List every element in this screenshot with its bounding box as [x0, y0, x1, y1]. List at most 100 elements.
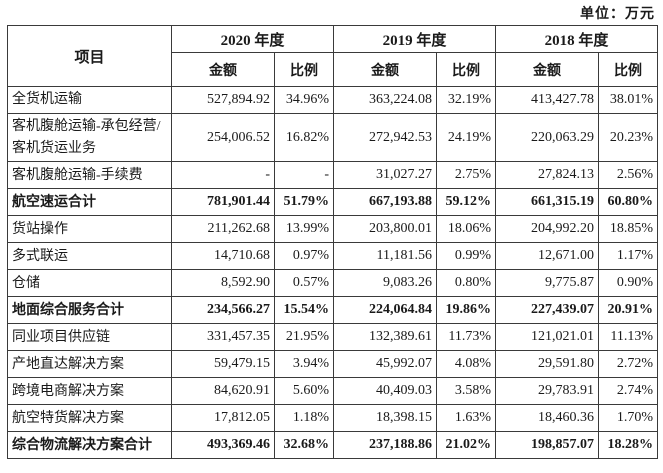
header-ratio-2020: 比例 [273, 52, 335, 87]
amount-2019: 31,027.27 [333, 161, 438, 190]
ratio-2019: 1.63% [436, 404, 497, 433]
revenue-breakdown-table: 项目 2020 年度 2019 年度 2018 年度 金额 比例 金额 比例 金… [7, 25, 659, 460]
ratio-2019: 3.58% [436, 377, 497, 406]
amount-2020: 59,479.15 [171, 350, 275, 379]
table-row-subtotal: 航空速运合计 781,901.44 51.79% 667,193.88 59.1… [7, 188, 659, 217]
amount-2018: 198,857.07 [495, 431, 600, 460]
header-amount-2019: 金额 [333, 52, 438, 87]
amount-2019: 363,224.08 [333, 86, 438, 114]
table-row: 客机腹舱运输-手续费 - - 31,027.27 2.75% 27,824.13… [7, 161, 659, 190]
ratio-2018: 2.72% [598, 350, 659, 379]
ratio-2020: 3.94% [273, 350, 335, 379]
ratio-2018: 0.90% [598, 269, 659, 298]
amount-2019: 45,992.07 [333, 350, 438, 379]
amount-2018: 29,591.80 [495, 350, 600, 379]
amount-2019: 132,389.61 [333, 323, 438, 352]
table-row: 仓储 8,592.90 0.57% 9,083.26 0.80% 9,775.8… [7, 269, 659, 298]
ratio-2019: 24.19% [436, 112, 497, 163]
amount-2019: 272,942.53 [333, 112, 438, 163]
amount-2019: 11,181.56 [333, 242, 438, 271]
amount-2020: 14,710.68 [171, 242, 275, 271]
ratio-2018: 38.01% [598, 86, 659, 114]
row-label: 客机腹舱运输-承包经营/客机货运业务 [7, 112, 172, 163]
amount-2020: 84,620.91 [171, 377, 275, 406]
amount-2020: 234,566.27 [171, 296, 275, 325]
header-row-subcols: 金额 比例 金额 比例 金额 比例 [8, 52, 659, 87]
header-amount-2018: 金额 [495, 52, 600, 87]
amount-2019: 18,398.15 [333, 404, 438, 433]
table-row-grand-total: 综合物流解决方案合计 493,369.46 32.68% 237,188.86 … [7, 431, 659, 460]
amount-2018: 121,021.01 [495, 323, 600, 352]
table-row: 多式联运 14,710.68 0.97% 11,181.56 0.99% 12,… [7, 242, 659, 271]
row-label: 产地直达解决方案 [7, 350, 172, 379]
ratio-2018: 20.23% [598, 112, 659, 163]
row-label: 多式联运 [7, 242, 172, 271]
header-amount-2020: 金额 [171, 52, 275, 87]
table-row-subtotal: 地面综合服务合计 234,566.27 15.54% 224,064.84 19… [7, 296, 659, 325]
unit-label: 单位：万元 [580, 7, 655, 22]
row-label: 全货机运输 [7, 86, 172, 114]
amount-2020: 17,812.05 [171, 404, 275, 433]
ratio-2018: 11.13% [598, 323, 659, 352]
amount-2020: 493,369.46 [171, 431, 275, 460]
ratio-2018: 60.80% [598, 188, 659, 217]
amount-2020: 331,457.35 [171, 323, 275, 352]
table-row: 同业项目供应链 331,457.35 21.95% 132,389.61 11.… [7, 323, 659, 352]
table-row: 跨境电商解决方案 84,620.91 5.60% 40,409.03 3.58%… [7, 377, 659, 406]
row-label: 综合物流解决方案合计 [7, 431, 172, 460]
amount-2019: 203,800.01 [333, 215, 438, 244]
row-label: 航空特货解决方案 [7, 404, 172, 433]
amount-2018: 220,063.29 [495, 112, 600, 163]
ratio-2020: 34.96% [273, 86, 335, 114]
ratio-2019: 59.12% [436, 188, 497, 217]
header-year-2018: 2018 年度 [495, 25, 659, 53]
ratio-2020: 51.79% [273, 188, 335, 217]
ratio-2020: 5.60% [273, 377, 335, 406]
ratio-2019: 18.06% [436, 215, 497, 244]
amount-2018: 227,439.07 [495, 296, 600, 325]
header-item: 项目 [7, 25, 172, 87]
row-label: 同业项目供应链 [7, 323, 172, 352]
table-row: 产地直达解决方案 59,479.15 3.94% 45,992.07 4.08%… [7, 350, 659, 379]
amount-2018: 204,992.20 [495, 215, 600, 244]
ratio-2020: 0.97% [273, 242, 335, 271]
row-label: 货站操作 [7, 215, 172, 244]
ratio-2020: 1.18% [273, 404, 335, 433]
amount-2019: 224,064.84 [333, 296, 438, 325]
amount-2019: 9,083.26 [333, 269, 438, 298]
ratio-2019: 11.73% [436, 323, 497, 352]
amount-2018: 413,427.78 [495, 86, 600, 114]
table-row: 客机腹舱运输-承包经营/客机货运业务 254,006.52 16.82% 272… [7, 112, 659, 163]
amount-2019: 667,193.88 [333, 188, 438, 217]
ratio-2018: 2.74% [598, 377, 659, 406]
header-year-2019: 2019 年度 [333, 25, 497, 53]
ratio-2018: 1.17% [598, 242, 659, 271]
ratio-2019: 21.02% [436, 431, 497, 460]
amount-2018: 9,775.87 [495, 269, 600, 298]
ratio-2019: 2.75% [436, 161, 497, 190]
ratio-2020: 32.68% [273, 431, 335, 460]
row-label: 跨境电商解决方案 [7, 377, 172, 406]
amount-2018: 29,783.91 [495, 377, 600, 406]
ratio-2020: 0.57% [273, 269, 335, 298]
ratio-2019: 0.80% [436, 269, 497, 298]
row-label: 仓储 [7, 269, 172, 298]
amount-2018: 27,824.13 [495, 161, 600, 190]
ratio-2019: 19.86% [436, 296, 497, 325]
amount-2020: 211,262.68 [171, 215, 275, 244]
ratio-2019: 0.99% [436, 242, 497, 271]
ratio-2020: - [273, 161, 335, 190]
amount-2020: 781,901.44 [171, 188, 275, 217]
ratio-2020: 16.82% [273, 112, 335, 163]
ratio-2018: 20.91% [598, 296, 659, 325]
ratio-2018: 2.56% [598, 161, 659, 190]
ratio-2020: 15.54% [273, 296, 335, 325]
amount-2018: 12,671.00 [495, 242, 600, 271]
ratio-2020: 13.99% [273, 215, 335, 244]
ratio-2018: 18.28% [598, 431, 659, 460]
ratio-2018: 18.85% [598, 215, 659, 244]
amount-2020: 8,592.90 [171, 269, 275, 298]
amount-2020: 254,006.52 [171, 112, 275, 163]
ratio-2018: 1.70% [598, 404, 659, 433]
table-row: 航空特货解决方案 17,812.05 1.18% 18,398.15 1.63%… [7, 404, 659, 433]
